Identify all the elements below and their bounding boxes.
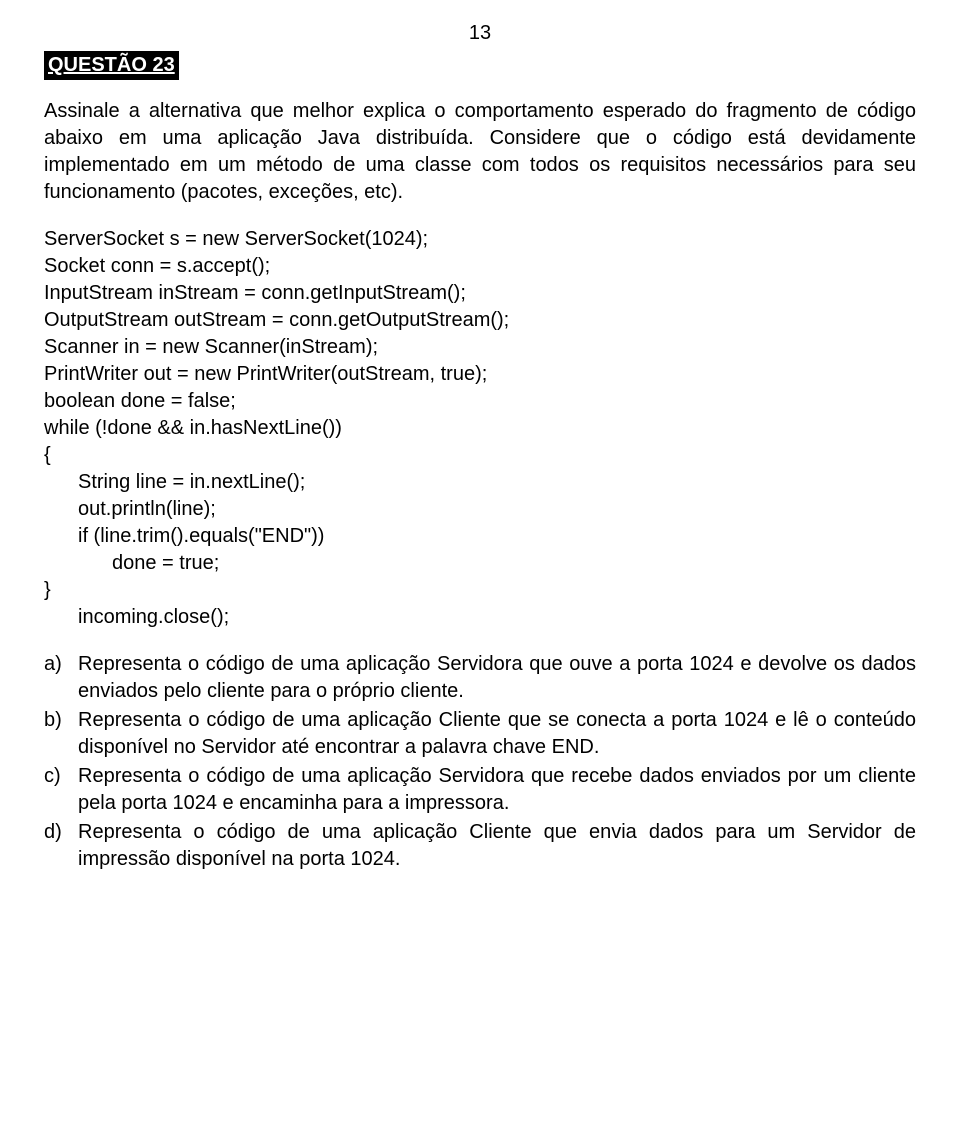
code-line: if (line.trim().equals("END"))	[44, 523, 916, 550]
code-line: Scanner in = new Scanner(inStream);	[44, 336, 378, 358]
code-line: while (!done && in.hasNextLine())	[44, 417, 342, 439]
option-b: b) Representa o código de uma aplicação …	[44, 707, 916, 761]
code-line: {	[44, 444, 51, 466]
code-line: OutputStream outStream = conn.getOutputS…	[44, 309, 509, 331]
code-line: InputStream inStream = conn.getInputStre…	[44, 282, 466, 304]
code-line: out.println(line);	[44, 496, 916, 523]
option-letter: d)	[44, 819, 78, 846]
page-number: 13	[44, 20, 916, 47]
option-a: a) Representa o código de uma aplicação …	[44, 651, 916, 705]
code-line: String line = in.nextLine();	[44, 469, 916, 496]
code-line: }	[44, 579, 51, 601]
option-text: Representa o código de uma aplicação Ser…	[78, 763, 916, 817]
option-letter: c)	[44, 763, 78, 790]
option-text: Representa o código de uma aplicação Cli…	[78, 707, 916, 761]
intro-paragraph: Assinale a alternativa que melhor explic…	[44, 98, 916, 206]
option-text: Representa o código de uma aplicação Ser…	[78, 651, 916, 705]
options-list: a) Representa o código de uma aplicação …	[44, 651, 916, 873]
code-line: ServerSocket s = new ServerSocket(1024);	[44, 228, 428, 250]
code-block: ServerSocket s = new ServerSocket(1024);…	[44, 226, 916, 631]
code-line: incoming.close();	[44, 604, 916, 631]
option-letter: b)	[44, 707, 78, 734]
option-text: Representa o código de uma aplicação Cli…	[78, 819, 916, 873]
question-label: QUESTÃO 23	[44, 51, 179, 80]
code-line: boolean done = false;	[44, 390, 236, 412]
code-line: done = true;	[44, 550, 916, 577]
option-c: c) Representa o código de uma aplicação …	[44, 763, 916, 817]
option-letter: a)	[44, 651, 78, 678]
code-line: PrintWriter out = new PrintWriter(outStr…	[44, 363, 487, 385]
code-line: Socket conn = s.accept();	[44, 255, 270, 277]
option-d: d) Representa o código de uma aplicação …	[44, 819, 916, 873]
